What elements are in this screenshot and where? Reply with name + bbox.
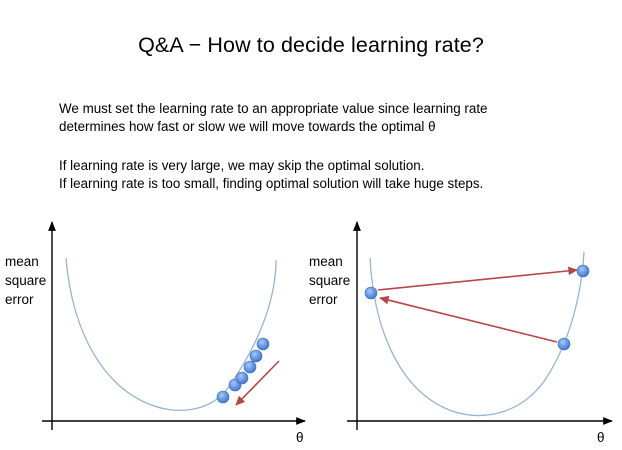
left-error-curve (65, 257, 277, 411)
left-step-point (256, 337, 270, 351)
axis-label-line: square (5, 273, 47, 288)
paragraph-learning-rate-effects: If learning rate is very large, we may s… (59, 157, 483, 193)
paragraph-line: If learning rate is too small, finding o… (59, 176, 484, 191)
axis-label-line: error (5, 292, 34, 307)
right-step-point (576, 264, 590, 278)
right-y-axis-label: mean square error (309, 252, 350, 309)
paragraph-line: If learning rate is very large, we may s… (59, 158, 425, 173)
right-step-point (364, 286, 378, 300)
axis-label-line: error (309, 292, 338, 307)
left-gradient-arrow (235, 360, 280, 406)
left-plot (42, 221, 306, 430)
right-x-axis-label: θ (597, 430, 605, 445)
paragraph-learning-rate-intro: We must set the learning rate to an appr… (59, 100, 488, 136)
right-step-point (557, 337, 571, 351)
left-y-axis-label: mean square error (5, 252, 46, 309)
paragraph-line: We must set the learning rate to an appr… (59, 101, 488, 116)
page-title: Q&A − How to decide learning rate? (138, 33, 484, 57)
left-step-point (235, 371, 249, 385)
left-x-axis-label: θ (296, 430, 304, 445)
axis-label-line: mean (309, 254, 343, 269)
right-error-curve (369, 251, 585, 417)
axis-label-line: mean (5, 254, 39, 269)
left-step-point (216, 390, 230, 404)
left-step-point (243, 360, 257, 374)
right-overshoot-arrow (379, 295, 558, 343)
paragraph-line: determines how fast or slow we will move… (59, 119, 436, 134)
axis-label-line: square (309, 273, 351, 288)
right-overshoot-arrow (377, 266, 578, 291)
left-step-point (249, 349, 263, 363)
right-plot (347, 221, 613, 430)
